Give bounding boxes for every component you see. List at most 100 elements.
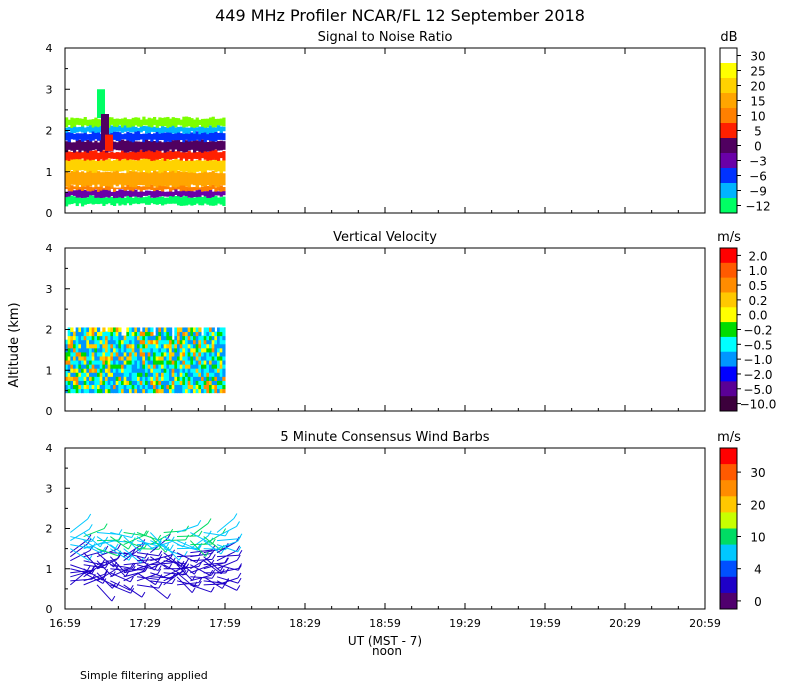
vv-cell (75, 327, 79, 333)
snr-cell (81, 190, 85, 199)
vv-cell (83, 368, 87, 373)
snr-cell (65, 160, 69, 172)
wind-barb-flag (236, 554, 241, 561)
vv-cell (142, 364, 146, 369)
snr-cell (123, 173, 127, 186)
snr-cell (169, 171, 173, 186)
vv-cell (185, 368, 189, 373)
snr-cell (206, 159, 210, 171)
snr-cell (201, 171, 205, 187)
snr-cell (134, 141, 138, 153)
vv-cell (97, 364, 101, 369)
snr-cell (145, 190, 149, 196)
snr-cell (67, 172, 71, 188)
x-tick-label: 18:29 (289, 617, 321, 630)
vv-cell (166, 372, 170, 377)
snr-cell (161, 126, 165, 134)
vv-cell (217, 388, 221, 394)
snr-cell (78, 197, 82, 204)
vv-cell (65, 360, 69, 365)
vv-cell (203, 343, 207, 349)
snr-cell (209, 149, 213, 161)
wind-barb (176, 544, 199, 551)
snr-cell (179, 171, 183, 186)
snr-cell (214, 187, 218, 192)
snr-cell (113, 171, 117, 185)
vv-cell (147, 331, 151, 337)
vv-cell (75, 372, 79, 377)
figure-title: 449 MHz Profiler NCAR/FL 12 September 20… (215, 6, 585, 25)
snr-cell (163, 160, 167, 171)
vv-cell (222, 380, 226, 386)
vv-cell (102, 347, 106, 353)
vv-cell (150, 343, 154, 349)
y-tick-label: 0 (46, 405, 53, 418)
vv-cell (222, 376, 226, 381)
vv-cell (219, 376, 223, 381)
vv-cell (169, 360, 173, 365)
vv-cell (89, 339, 93, 345)
vv-cell (113, 380, 117, 386)
vv-cell (129, 372, 133, 377)
vv-cell (102, 384, 106, 390)
x-tick-label: 17:29 (129, 617, 161, 630)
snr-cell (177, 140, 181, 152)
vv-cell (83, 364, 87, 369)
snr-cell (94, 186, 98, 190)
vv-cell (190, 384, 194, 390)
vv-cell (118, 351, 122, 357)
wind-barb (176, 576, 193, 594)
vv-cell (126, 347, 130, 353)
vv-cell (171, 380, 175, 386)
vv-cell (86, 384, 90, 390)
snr-cell (169, 160, 173, 172)
vv-cell (150, 331, 154, 337)
snr-cell (78, 159, 82, 171)
vv-cell (203, 364, 207, 369)
snr-cell (174, 157, 178, 173)
vv-cell (209, 380, 213, 386)
snr-cell (169, 139, 173, 150)
wind-barb-flag (236, 545, 241, 552)
vv-cell (81, 376, 85, 381)
snr-cell (166, 126, 170, 133)
snr-cell (158, 133, 162, 141)
snr-cell (163, 126, 167, 133)
snr-cell (174, 188, 178, 196)
vv-cell (83, 384, 87, 390)
vv-cell (70, 384, 74, 390)
vv-cell (81, 331, 85, 337)
vv-cell (177, 360, 181, 365)
snr-cell (195, 190, 199, 198)
snr-cell (67, 140, 71, 150)
snr-cell (222, 186, 226, 192)
vv-cell (126, 380, 130, 386)
snr-cell (209, 172, 213, 187)
wind-barb-flag (88, 555, 93, 561)
snr-cell (99, 184, 103, 191)
vv-cell (166, 327, 170, 333)
vv-cell (193, 376, 197, 381)
colorbar-label: 4 (754, 563, 762, 577)
vv-cell (70, 372, 74, 377)
snr-cell (134, 117, 138, 126)
vv-cell (139, 339, 143, 345)
snr-cell (118, 159, 122, 172)
snr-cell (150, 159, 154, 171)
vv-cell (67, 384, 71, 390)
vv-cell (203, 384, 207, 390)
vv-cell (222, 360, 226, 365)
snr-cell (78, 139, 82, 153)
vv-cell (211, 364, 215, 369)
vv-cell (145, 376, 149, 381)
wind-barbs (70, 513, 243, 602)
vv-cell (211, 347, 215, 353)
wind-barb (163, 539, 186, 542)
y-tick-label: 4 (46, 442, 53, 455)
colorbar-swatch (720, 277, 737, 293)
wind-barb (190, 523, 209, 537)
snr-cell (222, 151, 226, 161)
vv-cell (161, 368, 165, 373)
snr-cell (169, 187, 173, 192)
snr-cell (190, 152, 194, 161)
